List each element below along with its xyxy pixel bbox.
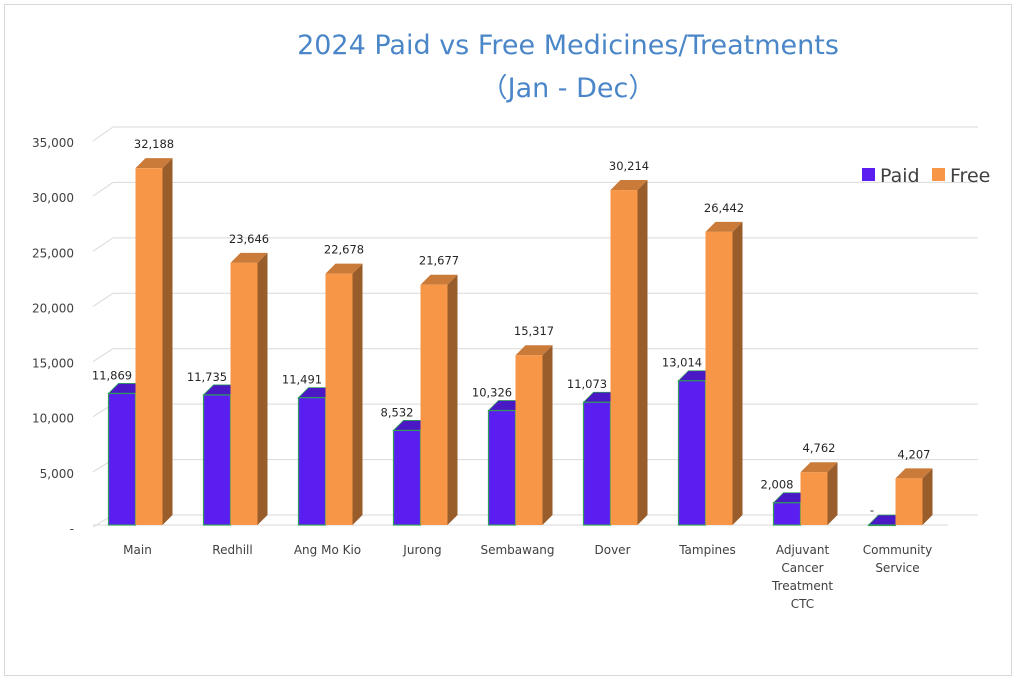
data-label-paid: - (870, 503, 874, 517)
data-label-free: 30,214 (609, 159, 649, 173)
bar-top-free (420, 274, 458, 285)
data-label-free: 4,762 (803, 441, 836, 455)
gridline-slant (92, 237, 114, 252)
bar-side-free (447, 274, 458, 525)
category-labels: Main Redhill Ang Mo Kio Jurong Sembawang Dove… (123, 543, 932, 611)
bars (107, 158, 933, 527)
bar-side-free (732, 221, 743, 526)
legend-swatch-free (932, 168, 945, 181)
bar-free (420, 284, 448, 525)
data-label-free: 23,646 (229, 232, 269, 246)
bar-top-free (325, 263, 363, 274)
data-label-free: 22,678 (324, 243, 364, 257)
bar-free (610, 190, 638, 526)
data-label-paid: 11,491 (282, 373, 322, 387)
bar-paid (487, 409, 517, 526)
bar-free (705, 231, 733, 526)
y-tick-label: 25,000 (32, 246, 74, 260)
gridline-slant (92, 182, 114, 197)
category-label: Adjuvant Cancer Treatment CTC (771, 543, 833, 611)
y-tick-label: 20,000 (32, 301, 74, 315)
bar-free (515, 355, 543, 525)
bar-side-free (352, 263, 363, 525)
category-label: Tampines (678, 543, 736, 557)
gridline-slant (92, 292, 114, 307)
data-label-paid: 11,735 (187, 370, 227, 384)
data-label-free: 26,442 (704, 201, 744, 215)
data-label-paid: 11,073 (567, 377, 607, 391)
bar-paid (392, 429, 422, 526)
y-tick-label: 30,000 (32, 191, 74, 205)
data-label-free: 32,188 (134, 137, 174, 151)
bar-paid (772, 502, 802, 526)
category-label: Jurong (402, 543, 441, 557)
data-label-free: 4,207 (898, 447, 931, 461)
data-label-paid: 11,869 (92, 368, 132, 382)
data-label-free: 15,317 (514, 324, 554, 338)
bar-free (895, 478, 923, 525)
data-label-paid: 8,532 (381, 405, 414, 419)
legend-label-free: Free (950, 165, 990, 187)
bar-side-free (257, 252, 268, 526)
bar-side-free (827, 462, 838, 525)
bar-top-free (610, 180, 648, 191)
y-tick-label: 15,000 (32, 357, 74, 371)
bar-top-free (135, 158, 173, 169)
gridline-slant (92, 126, 114, 142)
bar-paid (582, 401, 612, 526)
bar-free (135, 168, 163, 525)
legend-swatch-paid (862, 168, 875, 181)
y-tick-label: 35,000 (32, 136, 74, 150)
chart-subtitle: （Jan - Dec） (481, 73, 656, 104)
bar-top-free (515, 345, 553, 356)
y-axis-ticks: - 5,000 10,000 15,000 20,000 25,000 30,000 35,0… (32, 136, 74, 536)
bar-free (325, 273, 353, 525)
bar-paid (202, 394, 232, 526)
gridline-slant (92, 348, 114, 362)
chart-title: 2024 Paid vs Free Medicines/Treatments (297, 30, 839, 61)
category-label: Redhill (212, 543, 252, 557)
y-tick-label: - (70, 522, 74, 536)
y-tick-label: 5,000 (40, 467, 74, 481)
bar-side-free (162, 158, 173, 525)
legend: Paid Free (862, 165, 990, 187)
bar-paid (107, 392, 137, 526)
bar-paid (677, 380, 707, 526)
bar-top-free (895, 468, 933, 479)
bar-top-free (230, 252, 268, 263)
data-label-free: 21,677 (419, 254, 459, 268)
bar-side-free (542, 345, 553, 525)
data-labels: 11,869 32,188 11,735 23,646 11,491 22,678 8,53… (92, 137, 931, 517)
legend-label-paid: Paid (880, 165, 920, 187)
bar-paid (297, 397, 327, 526)
category-label: Sembawang (480, 543, 554, 557)
bar-paid (867, 524, 897, 527)
bar-free (800, 472, 828, 525)
data-label-paid: 2,008 (761, 478, 794, 492)
category-label: Ang Mo Kio (294, 543, 361, 557)
bar-side-free (637, 180, 648, 526)
category-label: Community Service (863, 543, 932, 575)
bar-top-free (705, 221, 743, 232)
data-label-paid: 10,326 (472, 386, 512, 400)
bar-top-free (800, 462, 838, 473)
bar-free (230, 262, 258, 525)
bar-side-free (922, 468, 933, 525)
category-label: Main (123, 543, 152, 557)
data-label-paid: 13,014 (662, 356, 702, 370)
y-tick-label: 10,000 (32, 412, 74, 426)
category-label: Dover (595, 543, 631, 557)
